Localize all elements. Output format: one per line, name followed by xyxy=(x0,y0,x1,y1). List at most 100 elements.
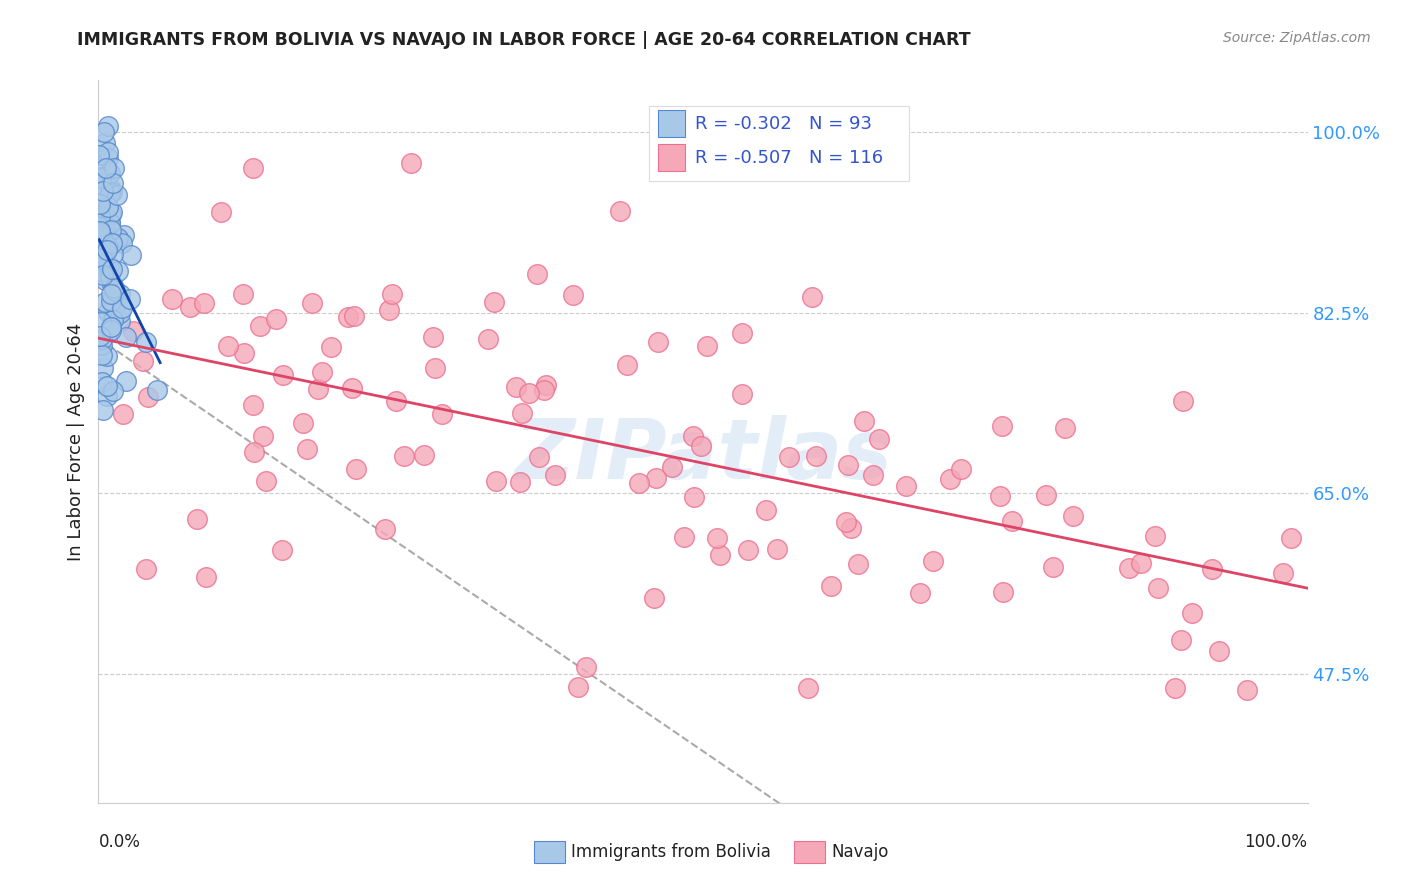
Point xyxy=(853,414,876,428)
Point xyxy=(1053,421,1076,435)
Point xyxy=(103,301,125,315)
Point xyxy=(399,156,422,170)
Point xyxy=(673,531,696,545)
Point xyxy=(737,542,759,557)
Point xyxy=(232,287,254,301)
Point xyxy=(413,448,436,462)
Point xyxy=(517,386,540,401)
Point xyxy=(135,335,157,350)
Point xyxy=(111,407,134,421)
Point xyxy=(993,585,1015,599)
Point xyxy=(96,161,118,175)
Point xyxy=(1130,556,1153,570)
Point xyxy=(107,231,129,245)
Point xyxy=(505,380,527,394)
Point xyxy=(90,252,112,266)
Point xyxy=(96,243,118,257)
Text: Navajo: Navajo xyxy=(831,843,889,861)
Point xyxy=(381,287,404,301)
Point xyxy=(101,261,124,276)
Point xyxy=(1147,581,1170,595)
Point xyxy=(706,531,728,545)
Point xyxy=(797,681,820,696)
Point xyxy=(484,295,506,310)
Point xyxy=(93,224,115,238)
Point xyxy=(186,512,208,526)
Point xyxy=(1118,561,1140,575)
Point xyxy=(385,394,408,409)
Point xyxy=(211,204,233,219)
Point xyxy=(683,490,706,504)
Point xyxy=(91,208,114,222)
Point xyxy=(91,403,114,417)
Text: R = -0.302   N = 93: R = -0.302 N = 93 xyxy=(695,115,872,133)
Point xyxy=(647,335,669,350)
Point xyxy=(89,264,111,278)
Point xyxy=(89,169,111,184)
FancyBboxPatch shape xyxy=(648,105,908,181)
Point xyxy=(93,125,115,139)
Point xyxy=(690,439,713,453)
Point xyxy=(90,251,112,265)
Point xyxy=(115,329,138,343)
Point xyxy=(98,259,121,273)
Point xyxy=(91,361,114,376)
Point xyxy=(98,217,121,231)
Point xyxy=(94,136,117,150)
Point xyxy=(89,328,111,343)
Point xyxy=(97,240,120,254)
Point xyxy=(862,468,884,483)
Point xyxy=(100,222,122,236)
Point xyxy=(991,418,1014,433)
Point xyxy=(1143,529,1166,543)
Point xyxy=(1201,562,1223,576)
Point xyxy=(575,660,598,674)
Point xyxy=(644,471,666,485)
Point xyxy=(661,460,683,475)
Point xyxy=(103,176,125,190)
Point xyxy=(311,365,333,379)
Point xyxy=(422,329,444,343)
Point xyxy=(122,324,145,338)
Point xyxy=(90,170,112,185)
Point xyxy=(1042,559,1064,574)
Point xyxy=(939,472,962,486)
Point xyxy=(93,215,115,229)
Point xyxy=(242,161,264,175)
Point xyxy=(301,296,323,310)
Point xyxy=(295,442,318,456)
Point xyxy=(96,378,118,392)
Point xyxy=(93,252,115,267)
Point xyxy=(94,237,117,252)
Point xyxy=(100,319,122,334)
Point xyxy=(804,449,827,463)
Bar xyxy=(658,144,685,171)
Point xyxy=(89,147,111,161)
Point xyxy=(264,311,287,326)
Point xyxy=(567,680,589,694)
Point xyxy=(91,177,114,191)
Point xyxy=(1272,566,1295,580)
Point xyxy=(508,475,530,489)
Point xyxy=(778,450,800,464)
Point xyxy=(108,287,131,301)
Point xyxy=(91,221,114,235)
Point xyxy=(110,314,132,328)
Point xyxy=(101,185,124,199)
Point xyxy=(91,268,114,283)
Point xyxy=(89,219,111,234)
Point xyxy=(91,230,114,244)
Point xyxy=(485,475,508,489)
Point xyxy=(217,339,239,353)
Point xyxy=(104,285,127,299)
Point xyxy=(97,119,120,133)
Point xyxy=(392,449,415,463)
Point xyxy=(616,359,638,373)
Point xyxy=(1035,487,1057,501)
Point xyxy=(96,389,118,403)
Point xyxy=(512,406,534,420)
Point xyxy=(378,302,401,317)
Point xyxy=(110,305,132,319)
Point xyxy=(101,277,124,291)
Point xyxy=(340,381,363,395)
